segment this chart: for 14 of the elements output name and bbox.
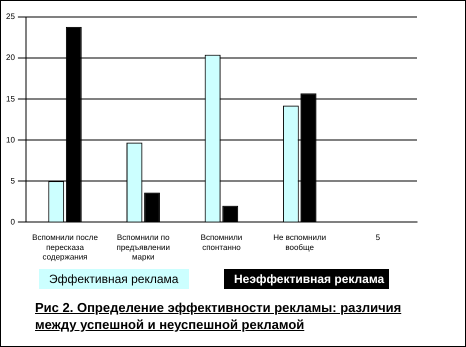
x-tick-label: Вспомнили по предъявлении марки bbox=[116, 233, 170, 262]
x-tick-label: Вспомнили спонтанно bbox=[200, 233, 242, 252]
x-tick-label: 5 bbox=[376, 233, 381, 242]
text: Неэффективная реклама bbox=[224, 269, 389, 289]
x-tick-label: Не вспомнили вообще bbox=[273, 233, 326, 252]
y-tick-label: 15 bbox=[6, 94, 16, 104]
text: Рис 2. Определение эффективности рекламы: различия между успешной и неуспешной рекламой bbox=[35, 299, 402, 333]
y-tick-label: 5 bbox=[10, 176, 16, 186]
y-tick-label: 20 bbox=[6, 53, 16, 62]
y-tick-label: 25 bbox=[6, 12, 16, 22]
x-tick-label: Вспомнили после пересказа содержания bbox=[32, 233, 98, 262]
text: Эффективная реклама bbox=[39, 269, 189, 289]
y-tick-label: 10 bbox=[6, 135, 16, 144]
y-tick-label: 0 bbox=[10, 217, 16, 226]
